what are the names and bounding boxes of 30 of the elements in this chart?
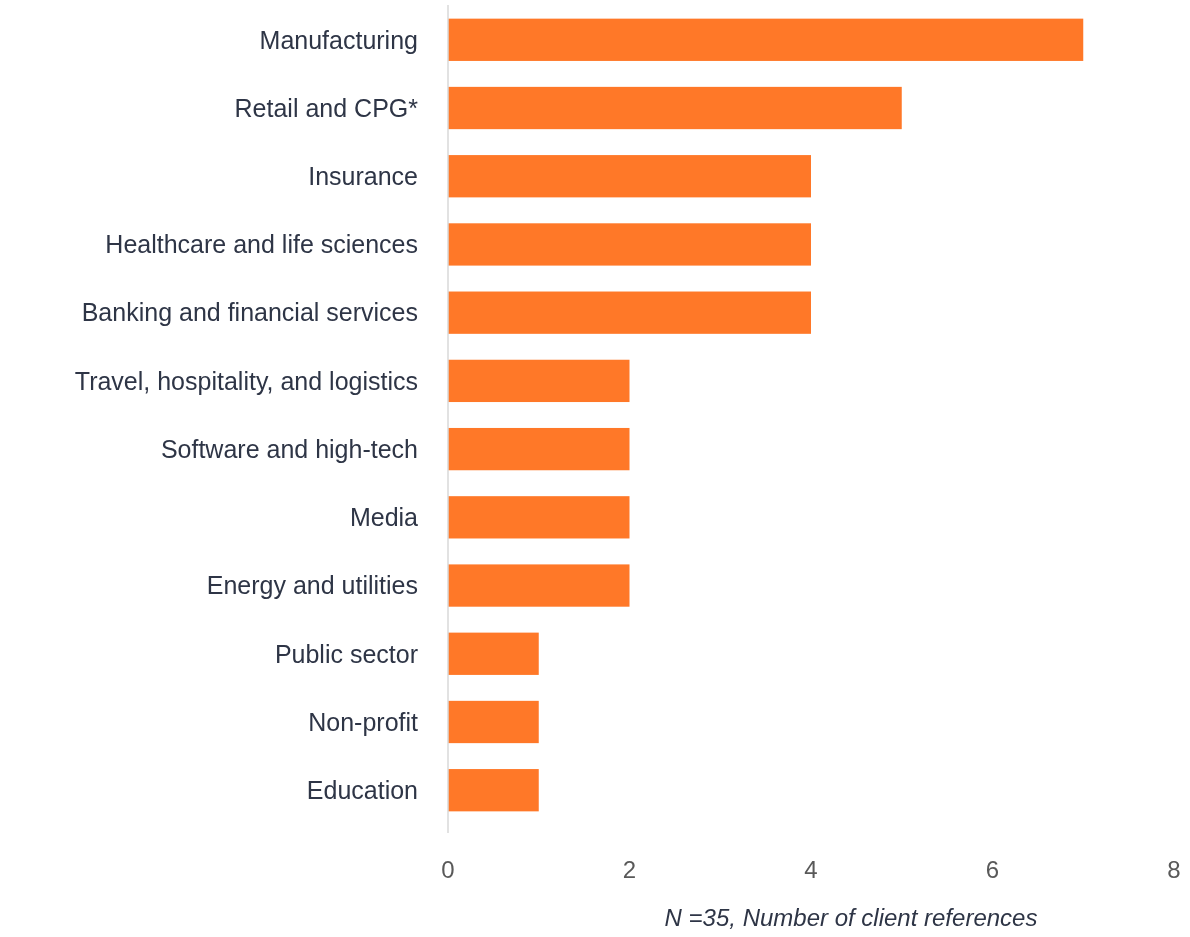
x-axis-title: N =35, Number of client references [664,904,1038,931]
bar [448,359,630,403]
y-tick-label: Non-profit [308,707,419,736]
x-tick-label: 8 [1167,856,1181,883]
x-tick-label: 4 [804,856,818,883]
x-tick-label: 0 [441,856,455,883]
x-tick-label: 2 [622,856,637,883]
y-tick-label: Manufacturing [259,25,418,54]
bar [448,496,630,539]
bar [448,700,539,744]
y-tick-label: Banking and financial services [81,298,418,327]
bar [448,632,539,675]
y-tick-label: Education [306,775,418,804]
bar [448,18,1084,61]
y-tick-label: Healthcare and life sciences [105,230,418,259]
bar [448,223,811,266]
y-tick-label: Travel, hospitality, and logistics [74,366,418,395]
bar [448,769,539,812]
y-tick-label: Software and high-tech [160,434,418,463]
y-tick-label: Public sector [274,639,418,668]
y-tick-label: Insurance [308,161,418,190]
bar [448,291,811,334]
bar [448,427,630,471]
y-tick-label: Retail and CPG* [234,93,419,122]
y-tick-label: Energy and utilities [206,571,418,600]
bar [448,564,630,607]
y-tick-label: Media [349,503,419,532]
bar [448,86,902,130]
x-tick-label: 6 [985,856,1000,883]
bar [448,155,811,198]
